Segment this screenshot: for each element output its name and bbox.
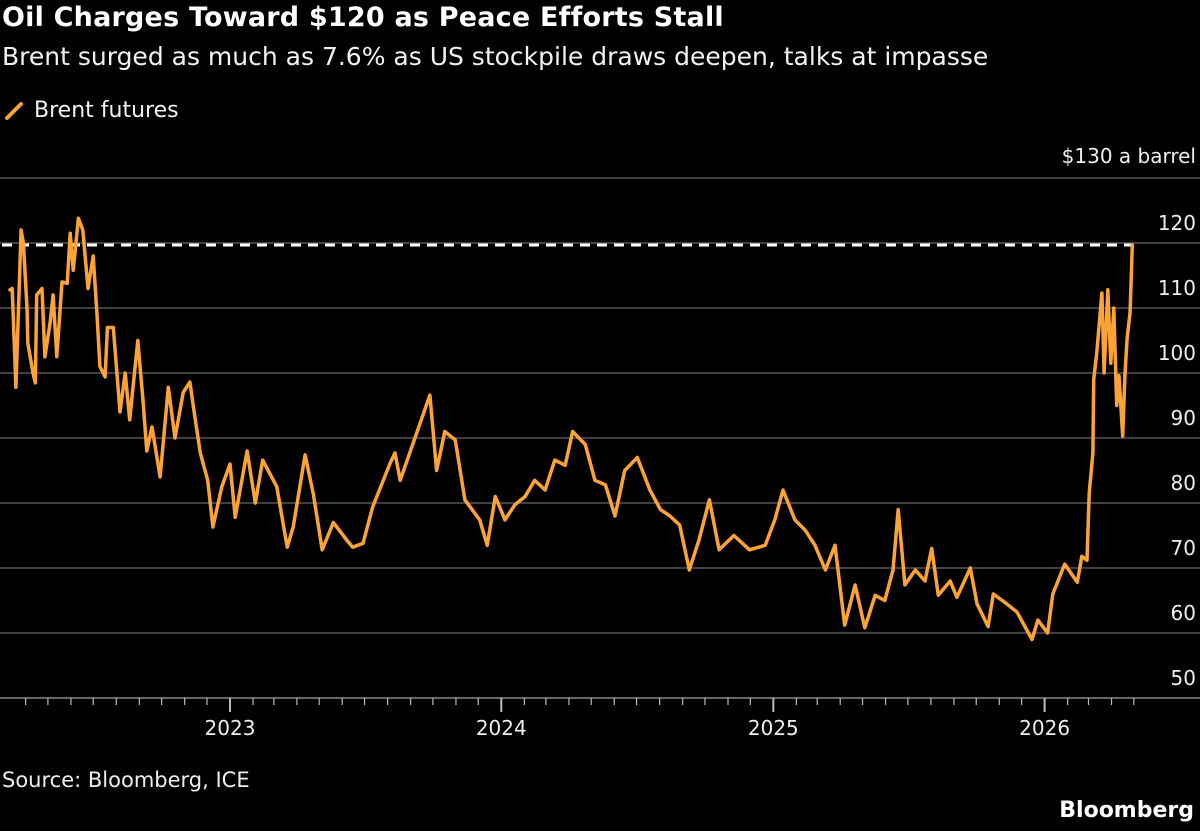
y-tick-label: 100: [1158, 341, 1196, 365]
x-tick-label: 2023: [205, 716, 256, 740]
y-tick-label: 70: [1171, 536, 1196, 560]
x-tick-label: 2026: [1019, 716, 1070, 740]
source-note: Source: Bloomberg, ICE: [2, 768, 250, 792]
chart-subtitle: Brent surged as much as 7.6% as US stock…: [2, 42, 989, 71]
y-unit-label: $130 a barrel: [1062, 144, 1196, 168]
legend: Brent futures: [4, 98, 179, 123]
y-tick-label: 90: [1171, 406, 1196, 430]
y-tick-label: 80: [1171, 471, 1196, 495]
x-tick-label: 2024: [476, 716, 527, 740]
line-swatch-icon: [5, 101, 23, 120]
bloomberg-logo: Bloomberg: [1059, 798, 1194, 823]
series-line-brent-futures: [8, 216, 1135, 642]
y-tick-label: 50: [1171, 666, 1196, 690]
chart-title: Oil Charges Toward $120 as Peace Efforts…: [2, 2, 724, 33]
y-axis-labels: 50 60 70 80 90 100 110 120: [1158, 211, 1196, 690]
x-axis: 2023 2024 2025 2026: [24, 698, 1135, 740]
series-group: [8, 216, 1135, 642]
y-tick-label: 60: [1171, 601, 1196, 625]
y-tick-label: 110: [1158, 276, 1196, 300]
gridlines: [0, 177, 1200, 699]
legend-label: Brent futures: [34, 98, 179, 123]
x-tick-label: 2025: [748, 716, 799, 740]
y-tick-label: 120: [1158, 211, 1196, 235]
